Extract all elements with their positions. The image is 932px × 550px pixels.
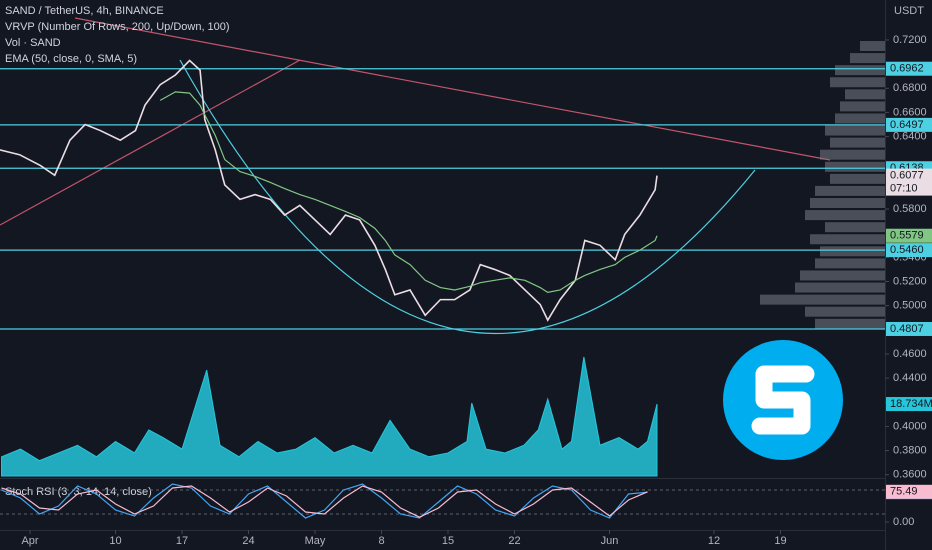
series-line bbox=[159, 91, 658, 294]
profile-bar bbox=[860, 41, 885, 52]
y-tick-label: 0.7200 bbox=[893, 34, 927, 46]
profile-bar bbox=[805, 210, 885, 221]
level-label: 0.6497 bbox=[890, 119, 924, 131]
last-value-label: 18.734M bbox=[890, 398, 932, 410]
x-tick-label: 10 bbox=[109, 535, 121, 547]
profile-bar bbox=[800, 270, 885, 281]
y-tick-label: 0.00 bbox=[893, 516, 914, 528]
logo-mark bbox=[751, 365, 815, 435]
trend-line bbox=[0, 59, 301, 226]
profile-bar bbox=[815, 185, 885, 196]
profile-bar bbox=[825, 125, 885, 136]
profile-bar bbox=[795, 282, 885, 293]
last-value-label: 75.49 bbox=[890, 486, 918, 498]
profile-bar bbox=[825, 222, 885, 233]
level-label-bg bbox=[886, 321, 932, 336]
trend-line bbox=[74, 17, 831, 161]
series-line bbox=[0, 59, 658, 322]
series-line bbox=[1, 485, 648, 518]
level-label: 0.5460 bbox=[890, 244, 924, 256]
profile-bar bbox=[810, 234, 885, 245]
y-tick-label: 0.4000 bbox=[893, 420, 927, 432]
x-tick-label: 12 bbox=[708, 535, 720, 547]
last-value-label-bg bbox=[886, 168, 932, 183]
last-value-label: 0.5579 bbox=[890, 230, 924, 242]
symbol-legend: SAND / TetherUS, 4h, BINANCE bbox=[5, 5, 164, 17]
profile-bar bbox=[820, 149, 885, 160]
volume-legend: Vol · SAND bbox=[5, 37, 61, 49]
y-tick-label: 0.5800 bbox=[893, 203, 927, 215]
y-tick-label: 0.3800 bbox=[893, 444, 927, 456]
y-tick-label: 0.5000 bbox=[893, 300, 927, 312]
profile-bar bbox=[835, 113, 885, 124]
y-tick-label: 0.6400 bbox=[893, 130, 927, 142]
y-tick-label: 0.3600 bbox=[893, 469, 927, 481]
profile-bar bbox=[830, 173, 885, 184]
x-tick-label: 19 bbox=[774, 535, 786, 547]
level-label-bg bbox=[886, 117, 932, 132]
last-value-label-bg bbox=[886, 228, 932, 243]
x-tick-label: 24 bbox=[242, 535, 254, 547]
cup-curve bbox=[179, 59, 756, 335]
profile-bar bbox=[760, 294, 885, 305]
level-label: 0.6962 bbox=[890, 63, 924, 75]
level-label-bg bbox=[886, 243, 932, 258]
volume-area bbox=[1, 356, 658, 477]
level-label-bg bbox=[886, 61, 932, 76]
last-value-label-bg bbox=[886, 397, 932, 412]
profile-bar bbox=[805, 306, 885, 317]
profile-bar bbox=[820, 246, 885, 257]
profile-bar bbox=[830, 77, 885, 88]
y-tick-label: 0.6800 bbox=[893, 82, 927, 94]
x-tick-label: Jun bbox=[601, 535, 619, 547]
profile-bar bbox=[840, 101, 885, 112]
y-tick-label: 0.4600 bbox=[893, 348, 927, 360]
countdown-label-bg bbox=[886, 181, 932, 196]
profile-bar bbox=[815, 318, 885, 329]
x-tick-label: 8 bbox=[378, 535, 384, 547]
y-tick-label: 0.4400 bbox=[893, 372, 927, 384]
vrvp-legend: VRVP (Number Of Rows, 200, Up/Down, 100) bbox=[5, 21, 230, 33]
profile-bar bbox=[830, 137, 885, 148]
unit-label: USDT bbox=[894, 5, 924, 17]
profile-bar bbox=[850, 53, 885, 64]
stoch-legend: Stoch RSI (3, 3, 14, 14, close) bbox=[5, 486, 152, 498]
profile-bar bbox=[815, 258, 885, 269]
x-tick-label: May bbox=[305, 535, 326, 547]
ema-legend: EMA (50, close, 0, SMA, 5) bbox=[5, 53, 137, 65]
profile-bar bbox=[810, 198, 885, 209]
profile-bar bbox=[835, 65, 885, 76]
x-tick-label: 17 bbox=[176, 535, 188, 547]
x-tick-label: Apr bbox=[21, 535, 38, 547]
last-value-label-bg bbox=[886, 484, 932, 499]
last-value-label: 0.6077 bbox=[890, 170, 924, 182]
y-tick-label: 0.6600 bbox=[893, 106, 927, 118]
series-line bbox=[1, 483, 648, 519]
profile-bar bbox=[845, 89, 885, 100]
y-tick-label: 0.5200 bbox=[893, 275, 927, 287]
x-tick-label: 22 bbox=[508, 535, 520, 547]
x-tick-label: 15 bbox=[442, 535, 454, 547]
countdown-label: 07:10 bbox=[890, 183, 918, 195]
profile-bar bbox=[825, 161, 885, 172]
level-label: 0.4807 bbox=[890, 323, 924, 335]
